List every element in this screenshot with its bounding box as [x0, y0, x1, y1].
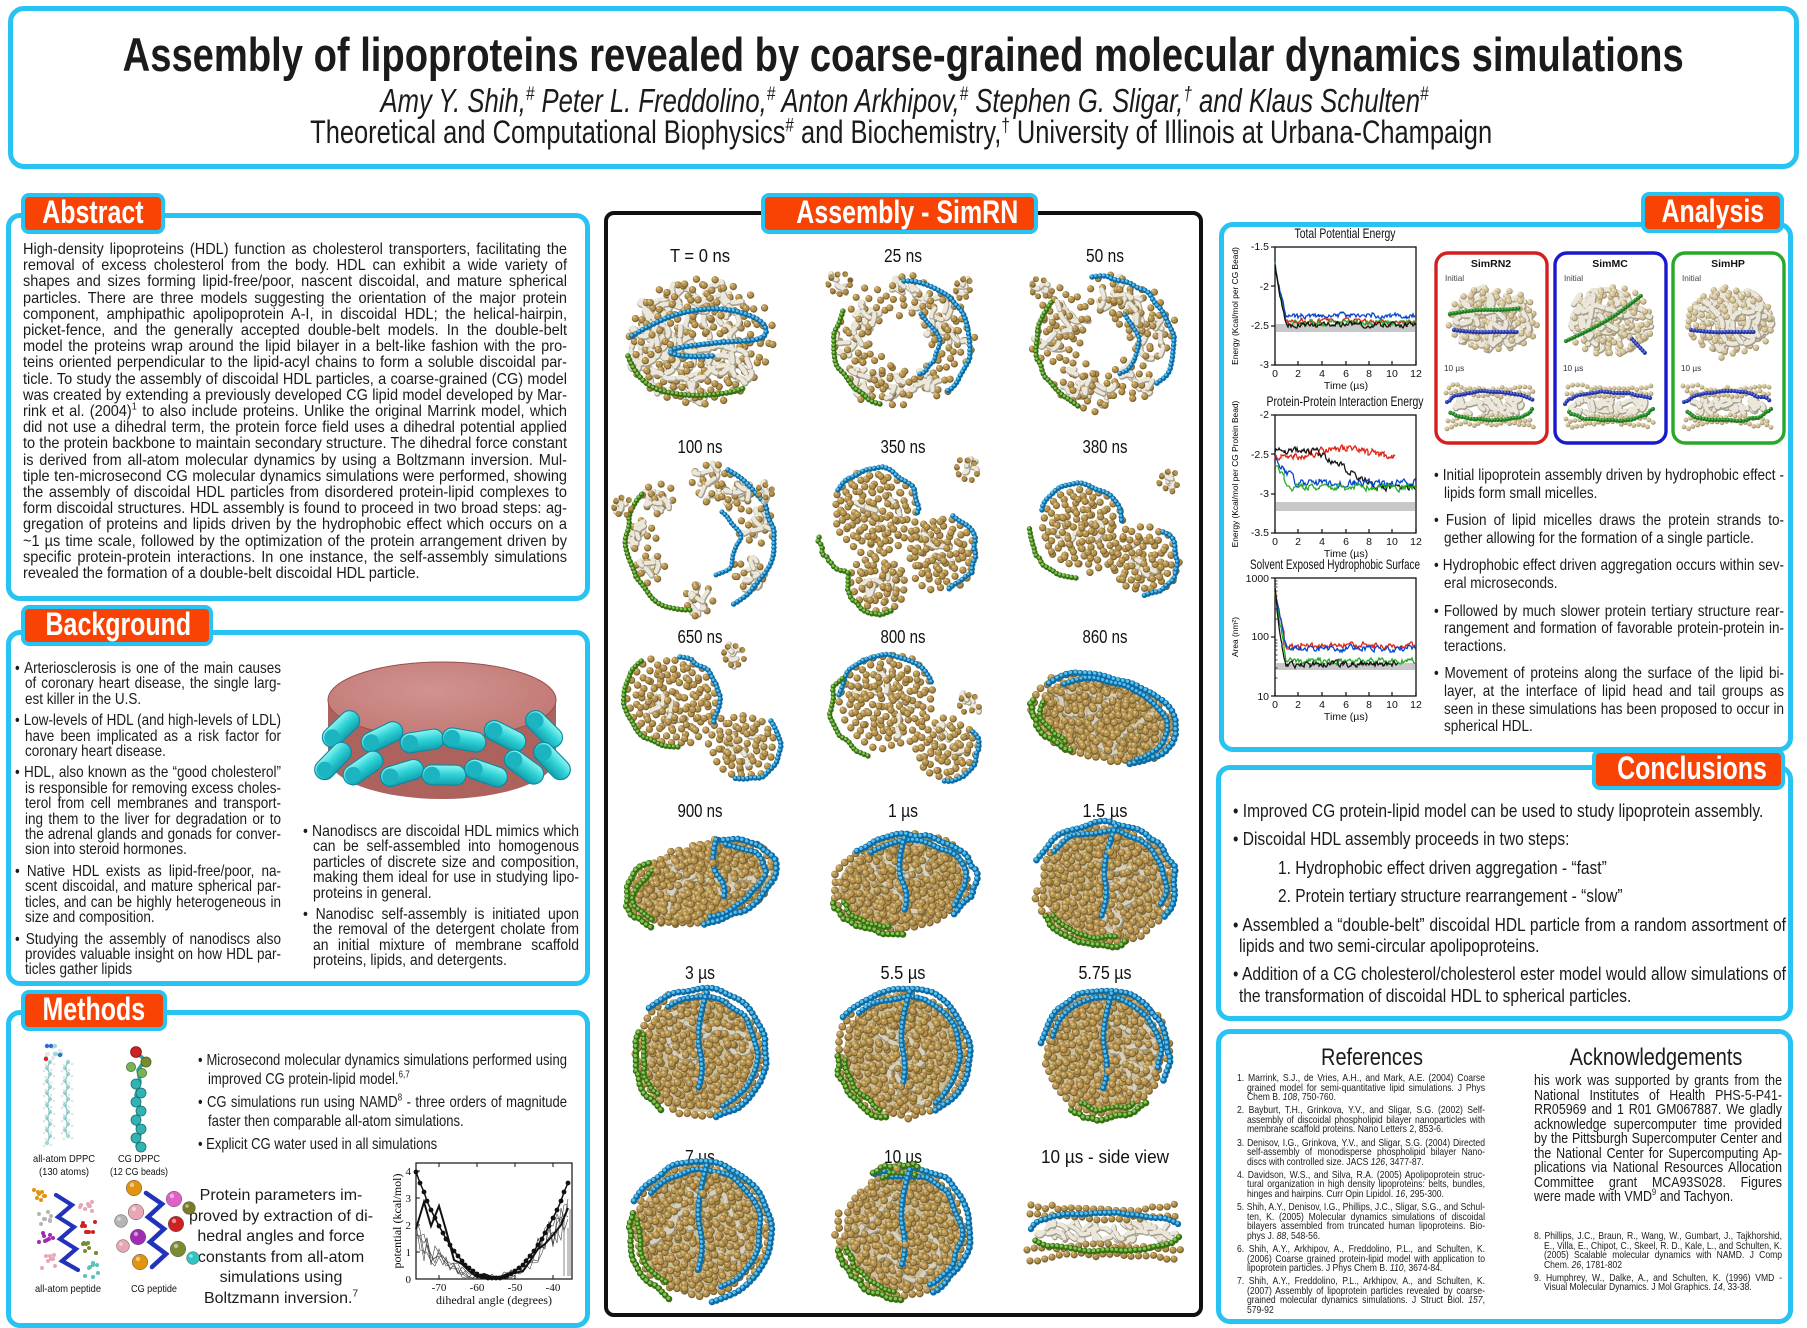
svg-text:4: 4: [406, 1166, 412, 1178]
svg-text:5.75 µs: 5.75 µs: [1079, 962, 1132, 983]
svg-text:potential (kcal/mol): potential (kcal/mol): [392, 1174, 404, 1269]
svg-text:6: 6: [1343, 368, 1349, 380]
svg-text:10 µs: 10 µs: [1444, 364, 1464, 373]
svg-text:SimMC: SimMC: [1592, 258, 1628, 270]
svg-text:-2.5: -2.5: [1251, 449, 1269, 461]
svg-text:-3: -3: [1260, 359, 1269, 371]
svg-text:1.5 µs: 1.5 µs: [1083, 800, 1128, 821]
svg-text:-3: -3: [1260, 488, 1269, 500]
svg-text:Area (nm²): Area (nm²): [1230, 617, 1240, 657]
svg-text:4: 4: [1319, 536, 1325, 548]
svg-text:Time (µs): Time (µs): [1324, 380, 1368, 392]
svg-text:6: 6: [1343, 699, 1349, 711]
svg-text:2: 2: [1295, 368, 1301, 380]
svg-text:CG DPPC: CG DPPC: [118, 1154, 160, 1165]
svg-text:0: 0: [1272, 699, 1278, 711]
svg-text:4: 4: [1319, 368, 1325, 380]
svg-text:2: 2: [1295, 536, 1301, 548]
svg-text:3 µs: 3 µs: [685, 962, 715, 983]
svg-text:dihedral angle (degrees): dihedral angle (degrees): [436, 1293, 552, 1307]
svg-text:-40: -40: [546, 1282, 561, 1294]
svg-text:10: 10: [1386, 368, 1398, 380]
svg-text:50 ns: 50 ns: [1086, 245, 1124, 266]
svg-text:12: 12: [1410, 536, 1422, 548]
svg-text:Initial: Initial: [1682, 274, 1701, 283]
svg-text:12: 12: [1410, 699, 1422, 711]
svg-text:Energy (Kcal/mol per CG Protei: Energy (Kcal/mol per CG Protein Bead): [1230, 400, 1240, 547]
svg-text:Total Potential Energy: Total Potential Energy: [1295, 226, 1396, 241]
svg-text:Protein-Protein Interaction En: Protein-Protein Interaction Energy: [1267, 394, 1424, 409]
svg-text:25 ns: 25 ns: [884, 245, 922, 266]
svg-text:Time (µs): Time (µs): [1324, 711, 1368, 723]
svg-text:0: 0: [406, 1274, 412, 1286]
svg-text:Energy (Kcal/mol per CG Bead): Energy (Kcal/mol per CG Bead): [1230, 247, 1240, 365]
svg-text:-70: -70: [432, 1282, 447, 1294]
svg-text:12: 12: [1410, 368, 1422, 380]
svg-text:T = 0 ns: T = 0 ns: [670, 245, 730, 266]
svg-text:8: 8: [1366, 368, 1372, 380]
svg-text:10 µs: 10 µs: [1681, 364, 1701, 373]
svg-text:3: 3: [406, 1193, 412, 1205]
svg-text:SimRN2: SimRN2: [1471, 258, 1511, 270]
svg-text:all-atom peptide: all-atom peptide: [35, 1284, 101, 1295]
svg-text:1000: 1000: [1246, 573, 1270, 585]
svg-text:6: 6: [1343, 536, 1349, 548]
svg-text:8: 8: [1366, 536, 1372, 548]
svg-text:0: 0: [1272, 536, 1278, 548]
svg-text:100: 100: [1251, 631, 1269, 643]
svg-text:860 ns: 860 ns: [1083, 626, 1128, 647]
svg-text:350 ns: 350 ns: [881, 436, 926, 457]
svg-text:Initial: Initial: [1564, 274, 1583, 283]
svg-text:all-atom DPPC: all-atom DPPC: [33, 1154, 95, 1165]
svg-text:10: 10: [1386, 699, 1398, 711]
svg-text:100 ns: 100 ns: [678, 436, 723, 457]
svg-text:0: 0: [1272, 368, 1278, 380]
svg-text:-2: -2: [1260, 409, 1269, 421]
svg-text:Initial: Initial: [1445, 274, 1464, 283]
svg-text:-2: -2: [1260, 281, 1269, 293]
svg-text:(130 atoms): (130 atoms): [39, 1167, 89, 1178]
svg-text:(12 CG beads): (12 CG beads): [110, 1167, 168, 1178]
svg-text:1: 1: [406, 1247, 412, 1259]
svg-text:10 µs: 10 µs: [1563, 364, 1583, 373]
svg-text:380 ns: 380 ns: [1083, 436, 1128, 457]
svg-text:Time (µs): Time (µs): [1324, 548, 1368, 560]
svg-text:-1.5: -1.5: [1251, 241, 1269, 253]
svg-text:10 µs - side view: 10 µs - side view: [1041, 1146, 1170, 1167]
svg-text:10: 10: [1386, 536, 1398, 548]
svg-text:900 ns: 900 ns: [678, 800, 723, 821]
svg-text:650 ns: 650 ns: [678, 626, 723, 647]
svg-text:Solvent Exposed Hydrophobic Su: Solvent Exposed Hydrophobic Surface: [1250, 557, 1420, 572]
svg-text:-50: -50: [508, 1282, 523, 1294]
svg-text:5.5 µs: 5.5 µs: [881, 962, 926, 983]
svg-text:-60: -60: [470, 1282, 485, 1294]
svg-text:800 ns: 800 ns: [881, 626, 926, 647]
svg-text:1 µs: 1 µs: [888, 800, 918, 821]
svg-text:2: 2: [406, 1220, 412, 1232]
svg-text:SimHP: SimHP: [1711, 258, 1745, 270]
svg-text:4: 4: [1319, 699, 1325, 711]
svg-text:CG peptide: CG peptide: [131, 1284, 177, 1295]
svg-text:2: 2: [1295, 699, 1301, 711]
svg-text:-3.5: -3.5: [1251, 527, 1269, 539]
svg-text:8: 8: [1366, 699, 1372, 711]
svg-text:10: 10: [1257, 691, 1269, 703]
svg-text:-2.5: -2.5: [1251, 320, 1269, 332]
